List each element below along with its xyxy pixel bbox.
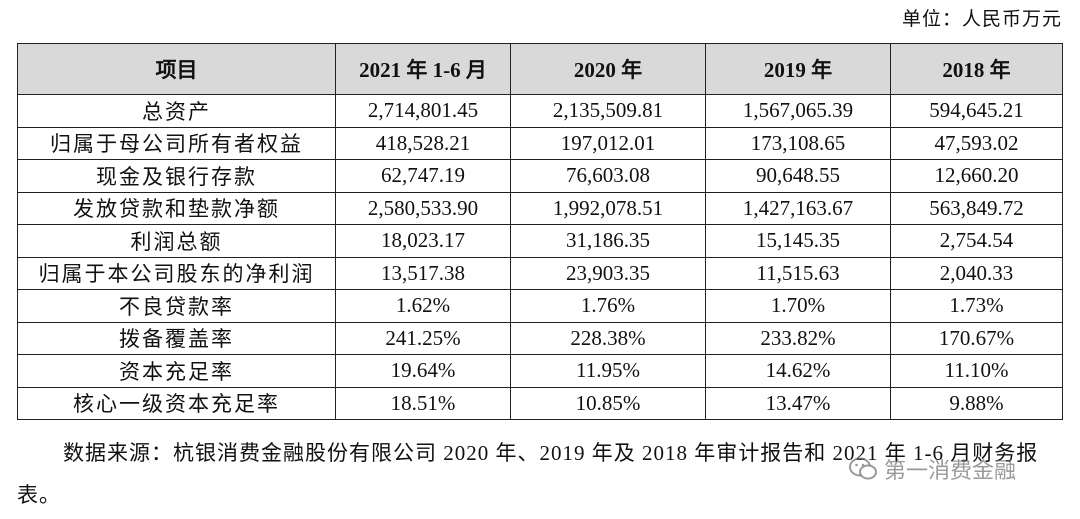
cell: 1.62% xyxy=(335,289,511,323)
cell: 1,567,065.39 xyxy=(705,94,891,128)
cell: 233.82% xyxy=(705,321,891,355)
header-cell: 2018 年 xyxy=(890,43,1063,95)
cell: 9.88% xyxy=(890,386,1063,420)
cell: 76,603.08 xyxy=(510,159,706,193)
cell: 14.62% xyxy=(705,354,891,388)
cell: 594,645.21 xyxy=(890,94,1063,128)
row-label: 核心一级资本充足率 xyxy=(17,386,336,420)
cell: 1.70% xyxy=(705,289,891,323)
cell: 2,714,801.45 xyxy=(335,94,511,128)
cell: 18,023.17 xyxy=(335,224,511,258)
cell: 2,135,509.81 xyxy=(510,94,706,128)
header-cell: 项目 xyxy=(17,43,336,95)
row-label: 不良贷款率 xyxy=(17,289,336,323)
table-row: 归属于本公司股东的净利润 13,517.38 23,903.35 11,515.63 2… xyxy=(17,256,1063,290)
row-label: 资本充足率 xyxy=(17,354,336,388)
row-label: 发放贷款和垫款净额 xyxy=(17,191,336,225)
cell: 563,849.72 xyxy=(890,191,1063,225)
table-row: 归属于母公司所有者权益 418,528.21 197,012.01 173,108.6… xyxy=(17,126,1063,160)
cell: 418,528.21 xyxy=(335,126,511,160)
cell: 13,517.38 xyxy=(335,256,511,290)
source-note: 数据来源：杭银消费金融股份有限公司 2020 年、2019 年及 2018 年审… xyxy=(17,441,1039,507)
row-label: 现金及银行存款 xyxy=(17,159,336,193)
cell: 228.38% xyxy=(510,321,706,355)
cell: 90,648.55 xyxy=(705,159,891,193)
cell: 18.51% xyxy=(335,386,511,420)
table-row: 现金及银行存款 62,747.19 76,603.08 90,648.55 12,660… xyxy=(17,159,1063,193)
row-label: 归属于本公司股东的净利润 xyxy=(17,256,336,290)
cell: 1,427,163.67 xyxy=(705,191,891,225)
watermark-text: 第一消费金融 xyxy=(884,459,1017,484)
cell: 11,515.63 xyxy=(705,256,891,290)
cell: 173,108.65 xyxy=(705,126,891,160)
cell: 2,754.54 xyxy=(890,224,1063,258)
table-body: 总资产 2,714,801.45 2,135,509.81 1,567,065.39 5… xyxy=(17,94,1063,420)
cell: 1.73% xyxy=(890,289,1063,323)
table-row: 利润总额 18,023.17 31,186.35 15,145.35 2,754.54 xyxy=(17,224,1063,258)
header-cell: 2019 年 xyxy=(705,43,891,95)
cell: 15,145.35 xyxy=(705,224,891,258)
header-row: 项目 2021 年 1-6 月 2020 年 2019 年 2018 年 xyxy=(17,43,1063,95)
cell: 12,660.20 xyxy=(890,159,1063,193)
table-row: 资本充足率 19.64% 11.95% 14.62% 11.10% xyxy=(17,354,1063,388)
table-row: 发放贷款和垫款净额 2,580,533.90 1,992,078.51 1,427,1… xyxy=(17,191,1063,225)
header-cell: 2021 年 1-6 月 xyxy=(335,43,511,95)
cell: 2,580,533.90 xyxy=(335,191,511,225)
cell: 19.64% xyxy=(335,354,511,388)
cell: 197,012.01 xyxy=(510,126,706,160)
cell: 13.47% xyxy=(705,386,891,420)
cell: 1.76% xyxy=(510,289,706,323)
header-cell: 2020 年 xyxy=(510,43,706,95)
table-row: 不良贷款率 1.62% 1.76% 1.70% 1.73% xyxy=(17,289,1063,323)
table-row: 拨备覆盖率 241.25% 228.38% 233.82% 170.67% xyxy=(17,321,1063,355)
table-row: 总资产 2,714,801.45 2,135,509.81 1,567,065.39 5… xyxy=(17,94,1063,128)
cell: 10.85% xyxy=(510,386,706,420)
cell: 11.95% xyxy=(510,354,706,388)
cell: 11.10% xyxy=(890,354,1063,388)
watermark: 第一消费金融 xyxy=(848,453,1016,485)
table-row: 核心一级资本充足率 18.51% 10.85% 13.47% 9.88% xyxy=(17,386,1063,420)
cell: 170.67% xyxy=(890,321,1063,355)
row-label: 利润总额 xyxy=(17,224,336,258)
unit-label: 单位：人民币万元 xyxy=(901,9,1062,30)
cell: 1,992,078.51 xyxy=(510,191,706,225)
row-label: 归属于母公司所有者权益 xyxy=(17,126,336,160)
cell: 62,747.19 xyxy=(335,159,511,193)
row-label: 拨备覆盖率 xyxy=(17,321,336,355)
cell: 2,040.33 xyxy=(890,256,1063,290)
row-label: 总资产 xyxy=(17,94,336,128)
data-table: 项目 2021 年 1-6 月 2020 年 2019 年 2018 年 总资产 2,71… xyxy=(17,43,1063,420)
cell: 31,186.35 xyxy=(510,224,706,258)
cell: 23,903.35 xyxy=(510,256,706,290)
wechat-icon xyxy=(849,457,877,480)
cell: 47,593.02 xyxy=(890,126,1063,160)
cell: 241.25% xyxy=(335,321,511,355)
